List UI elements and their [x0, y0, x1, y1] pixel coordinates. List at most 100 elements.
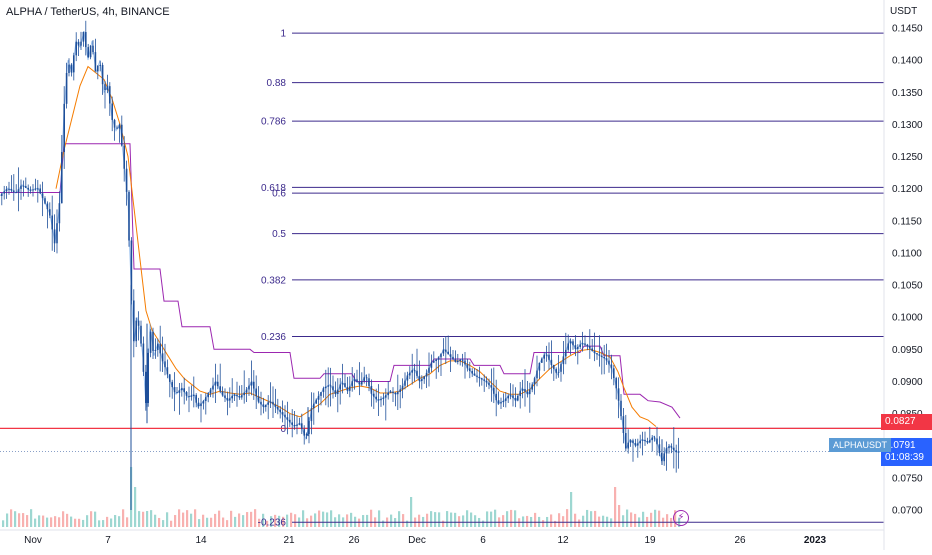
candle-body	[430, 362, 433, 368]
candle-body	[632, 440, 634, 443]
volume-bar	[146, 510, 149, 527]
candle-body	[106, 86, 109, 91]
volume-bar	[382, 520, 385, 527]
candle-body	[531, 384, 533, 390]
volume-bar	[226, 520, 229, 527]
candle-body	[334, 390, 337, 394]
volume-bar	[614, 487, 617, 527]
candle-body	[485, 380, 488, 383]
candle-body	[125, 168, 128, 192]
candle-body	[502, 400, 505, 403]
candle-body	[173, 387, 176, 393]
candle-body	[579, 344, 581, 347]
candle-body	[574, 345, 577, 350]
price-axis-currency: USDT	[890, 6, 917, 17]
candle-body	[627, 442, 629, 449]
volume-bar	[194, 509, 197, 527]
candle-body	[202, 400, 205, 404]
candle-body	[238, 396, 241, 398]
volume-bar	[650, 512, 653, 527]
candle-body	[22, 185, 25, 187]
candle-body	[130, 240, 133, 301]
candle-body	[188, 395, 190, 397]
candle-body	[152, 331, 154, 351]
candle-body	[320, 392, 322, 396]
candle-body	[279, 409, 281, 413]
volume-bar	[150, 510, 153, 527]
volume-bar	[286, 514, 289, 527]
volume-bar	[98, 520, 101, 527]
fib-level-label: 1	[280, 29, 286, 40]
volume-bar	[314, 513, 317, 527]
volume-bar	[210, 517, 213, 527]
candle-body	[250, 381, 253, 386]
volume-bar	[6, 513, 9, 527]
candle-body	[625, 433, 627, 449]
candle-body	[267, 402, 269, 405]
fib-level-label: 0.6	[272, 189, 286, 200]
candle-body	[553, 364, 555, 369]
volume-bar	[262, 513, 265, 527]
candle-body	[236, 394, 238, 397]
volume-bar	[198, 519, 201, 527]
candle-body	[337, 389, 339, 394]
candle-body	[46, 203, 49, 210]
candle-body	[389, 391, 392, 393]
x-tick-label: 2023	[804, 535, 827, 546]
candle-body	[51, 215, 53, 230]
volume-bar	[550, 514, 553, 527]
volume-bar	[506, 511, 509, 527]
candle-body	[490, 385, 493, 388]
candle-body	[85, 32, 87, 48]
candle-body	[466, 364, 469, 369]
candle-body	[315, 399, 317, 404]
candle-body	[233, 394, 236, 396]
candle-body	[519, 390, 521, 397]
candle-body	[663, 453, 665, 462]
candle-body	[327, 385, 329, 387]
volume-bar	[346, 514, 349, 527]
candle-body	[370, 385, 373, 394]
candle-body	[603, 356, 605, 359]
volume-bar	[458, 516, 461, 527]
candle-body	[382, 397, 385, 399]
volume-bar	[534, 512, 537, 527]
last-price-value: 0.0791	[885, 440, 916, 451]
candle-body	[572, 341, 574, 346]
candle-body	[358, 381, 361, 385]
candle-body	[77, 41, 80, 46]
candle-body	[584, 343, 586, 345]
y-tick-label: 0.1250	[892, 152, 923, 163]
fib-level-label: 0.236	[261, 332, 286, 343]
baseline-indicator-line	[0, 143, 681, 419]
candle-body	[529, 389, 531, 395]
candle-body	[185, 392, 188, 396]
volume-bar	[134, 487, 137, 527]
y-tick-label: 0.1000	[892, 313, 923, 324]
candle-body	[133, 300, 135, 342]
volume-bar	[254, 509, 257, 527]
candle-body	[253, 381, 255, 389]
candle-body	[351, 381, 353, 387]
volume-bar	[642, 511, 645, 527]
candle-body	[104, 84, 106, 91]
candle-body	[464, 360, 466, 365]
volume-bar	[162, 520, 165, 527]
candle-body	[178, 390, 181, 393]
volume-bar	[366, 514, 369, 527]
volume-bar	[238, 513, 241, 527]
candle-body	[533, 378, 536, 385]
candle-body	[543, 354, 545, 359]
x-tick-label: 26	[734, 535, 746, 546]
y-tick-label: 0.0900	[892, 377, 923, 388]
volume-bar	[38, 515, 41, 527]
candle-body	[291, 422, 293, 425]
candle-body	[200, 403, 202, 407]
flash-alert-icon[interactable]: ⚡	[673, 510, 689, 526]
candle-body	[677, 451, 680, 453]
volume-bar	[266, 520, 269, 527]
volume-bar	[618, 505, 621, 527]
candle-body	[154, 349, 157, 351]
